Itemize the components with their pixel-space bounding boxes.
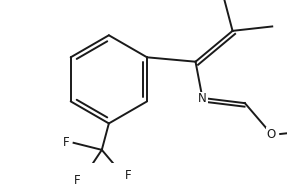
Text: F: F — [125, 169, 131, 182]
Text: N: N — [198, 92, 207, 105]
Text: O: O — [267, 127, 276, 140]
Text: F: F — [63, 136, 70, 149]
Text: F: F — [74, 174, 81, 185]
